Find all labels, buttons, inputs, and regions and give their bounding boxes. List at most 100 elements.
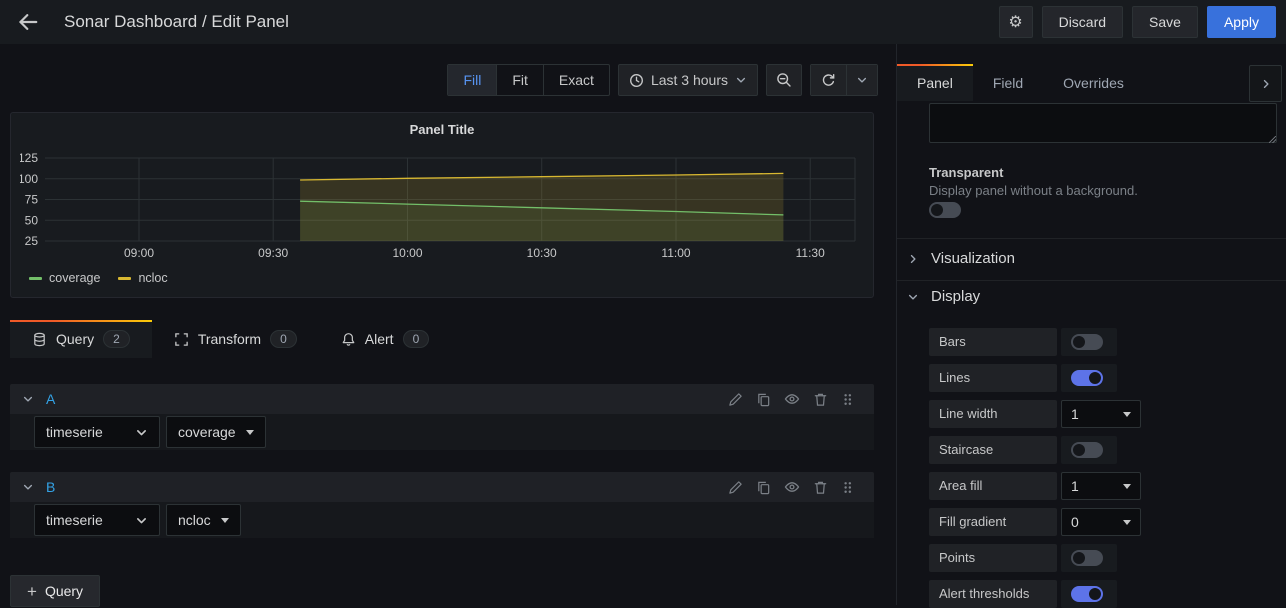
discard-button[interactable]: Discard (1042, 6, 1123, 38)
option-label: Points (929, 544, 1057, 572)
legend-item-coverage[interactable]: coverage (29, 271, 100, 285)
svg-text:09:00: 09:00 (124, 246, 154, 260)
select-value: 0 (1071, 514, 1079, 530)
top-bar: Sonar Dashboard / Edit Panel ⚙ Discard S… (0, 0, 1286, 44)
transparent-toggle[interactable] (929, 202, 961, 218)
alert-thresholds-toggle[interactable] (1071, 586, 1103, 602)
transparent-description: Display panel without a background. (929, 183, 1138, 198)
tab-query[interactable]: Query 2 (10, 320, 152, 358)
collapse-chevron-icon[interactable] (22, 393, 34, 405)
metric-select[interactable]: coverage (166, 416, 266, 448)
panel-settings-button[interactable]: ⚙ (999, 6, 1033, 38)
zoom-out-button[interactable] (766, 64, 802, 96)
panel-description-input[interactable] (929, 103, 1277, 143)
tab-query-label: Query (56, 331, 94, 347)
panel-title[interactable]: Panel Title (11, 113, 873, 143)
query-row-header-a[interactable]: A (10, 384, 874, 414)
add-query-button[interactable]: + Query (10, 575, 100, 607)
collapse-chevron-icon[interactable] (22, 481, 34, 493)
option-row-fill-gradient: Fill gradient 0 (929, 508, 1141, 536)
line-width-select[interactable]: 1 (1061, 400, 1141, 428)
chevron-down-icon (135, 426, 148, 439)
query-count-badge: 2 (103, 330, 130, 348)
copy-query-icon[interactable] (756, 392, 771, 407)
legend-color-dash (118, 277, 131, 280)
chevron-right-icon (907, 253, 919, 265)
svg-text:75: 75 (25, 193, 39, 207)
query-row-header-b[interactable]: B (10, 472, 874, 502)
copy-query-icon[interactable] (756, 480, 771, 495)
option-label: Bars (929, 328, 1057, 356)
datasource-value: timeserie (46, 424, 103, 440)
section-display[interactable]: Display (907, 288, 980, 305)
chevron-down-icon (856, 74, 868, 86)
select-value: 1 (1071, 406, 1079, 422)
time-range-picker[interactable]: Last 3 hours (618, 64, 758, 96)
legend-item-ncloc[interactable]: ncloc (118, 271, 167, 285)
option-row-area-fill: Area fill 1 (929, 472, 1141, 500)
svg-text:50: 50 (25, 213, 39, 227)
refresh-button[interactable] (811, 65, 847, 95)
tab-alert[interactable]: Alert 0 (319, 320, 451, 358)
datasource-select[interactable]: timeserie (34, 504, 160, 536)
divider (897, 280, 1286, 281)
bars-toggle[interactable] (1071, 334, 1103, 350)
select-value: 1 (1071, 478, 1079, 494)
toggle-box (1061, 580, 1117, 608)
section-visualization[interactable]: Visualization (907, 250, 1015, 267)
caret-down-icon (1123, 520, 1131, 525)
save-button[interactable]: Save (1132, 6, 1198, 38)
delete-query-icon[interactable] (813, 480, 828, 495)
query-section-tabs: Query 2 Transform 0 Alert 0 (10, 320, 874, 358)
lines-toggle[interactable] (1071, 370, 1103, 386)
edit-query-icon[interactable] (728, 480, 743, 495)
refresh-interval-dropdown[interactable] (847, 65, 877, 95)
gear-icon: ⚙ (1008, 12, 1022, 32)
chart-svg: 25507510012509:0009:3010:0010:3011:0011:… (20, 149, 866, 267)
back-button[interactable] (0, 0, 56, 44)
svg-text:10:30: 10:30 (527, 246, 557, 260)
section-visualization-label: Visualization (931, 250, 1015, 267)
toggle-query-visibility-icon[interactable] (784, 391, 800, 407)
legend-color-dash (29, 277, 42, 280)
plus-icon: + (27, 583, 37, 600)
clock-icon (629, 73, 644, 88)
refresh-icon (821, 73, 836, 88)
tab-panel[interactable]: Panel (897, 64, 973, 101)
size-mode-fit[interactable]: Fit (497, 65, 544, 95)
collapse-sidebar-button[interactable] (1249, 65, 1282, 102)
size-mode-exact[interactable]: Exact (544, 65, 609, 95)
caret-down-icon (221, 518, 229, 523)
drag-handle-icon[interactable] (841, 392, 854, 407)
staircase-toggle[interactable] (1071, 442, 1103, 458)
option-label: Lines (929, 364, 1057, 392)
tab-overrides[interactable]: Overrides (1043, 64, 1144, 101)
fill-gradient-select[interactable]: 0 (1061, 508, 1141, 536)
datasource-value: timeserie (46, 512, 103, 528)
toggle-query-visibility-icon[interactable] (784, 479, 800, 495)
tab-field[interactable]: Field (973, 64, 1043, 101)
query-ref-label[interactable]: A (46, 391, 55, 407)
tab-transform-label: Transform (198, 331, 261, 347)
drag-handle-icon[interactable] (841, 480, 854, 495)
option-label: Staircase (929, 436, 1057, 464)
svg-text:25: 25 (25, 234, 39, 248)
preview-toolbar: Fill Fit Exact Last 3 hours (447, 64, 878, 96)
size-mode-fill[interactable]: Fill (448, 65, 497, 95)
area-fill-select[interactable]: 1 (1061, 472, 1141, 500)
toggle-box (1061, 544, 1117, 572)
datasource-select[interactable]: timeserie (34, 416, 160, 448)
query-ref-label[interactable]: B (46, 479, 55, 495)
svg-text:09:30: 09:30 (258, 246, 288, 260)
delete-query-icon[interactable] (813, 392, 828, 407)
apply-button[interactable]: Apply (1207, 6, 1276, 38)
option-row-staircase: Staircase (929, 436, 1117, 464)
points-toggle[interactable] (1071, 550, 1103, 566)
metric-value: coverage (178, 424, 236, 440)
metric-select[interactable]: ncloc (166, 504, 241, 536)
divider (897, 238, 1286, 239)
tab-transform[interactable]: Transform 0 (152, 320, 319, 358)
edit-query-icon[interactable] (728, 392, 743, 407)
time-range-label: Last 3 hours (651, 72, 728, 88)
toggle-box (1061, 364, 1117, 392)
